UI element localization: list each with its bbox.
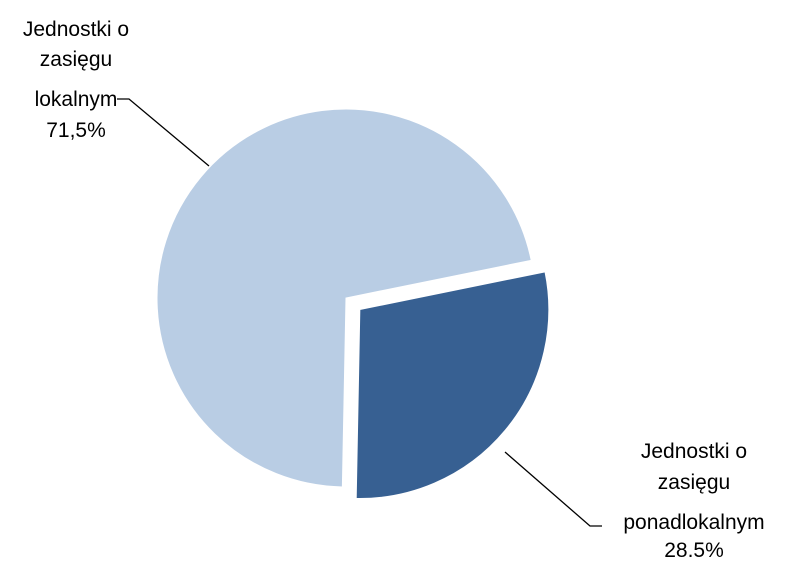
leader-line-lokalnym — [117, 98, 210, 167]
label-line: lokalnym — [35, 88, 118, 111]
label-line: Jednostki o — [641, 440, 747, 463]
label-line: ponadlokalnym — [623, 511, 764, 534]
data-label-ponadlokalnym: Jednostki o zasięgu ponadlokalnym 28.5% — [623, 440, 764, 562]
leader-line-ponadlokalnym — [504, 451, 602, 527]
label-value: 28.5% — [664, 539, 724, 562]
pie-slice-lokalnym — [156, 108, 532, 488]
label-line: zasięgu — [658, 471, 730, 494]
label-line: zasięgu — [40, 48, 112, 71]
pie-slice-ponadlokalnym — [355, 271, 550, 499]
data-label-lokalnym: Jednostki o zasięgu lokalnym 71,5% — [23, 18, 129, 142]
label-line: Jednostki o — [23, 18, 129, 41]
label-value: 71,5% — [46, 119, 106, 142]
